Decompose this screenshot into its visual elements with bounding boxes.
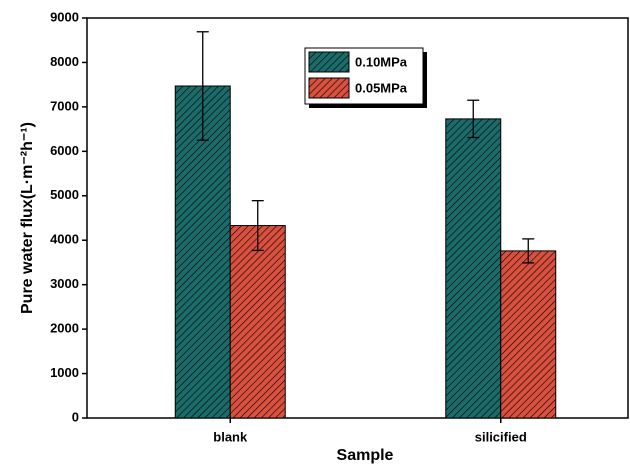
legend-label: 0.10MPa: [355, 54, 408, 69]
bar: [500, 250, 557, 419]
legend-swatch: [308, 51, 350, 73]
y-axis-label: Pure water flux(L·m⁻²h⁻¹): [19, 122, 36, 314]
y-tick-label: 4000: [50, 232, 79, 247]
y-tick-label: 0: [72, 409, 79, 424]
x-tick-label: silicified: [475, 429, 527, 444]
plot-frame: [86, 17, 629, 419]
y-tick-label: 1000: [50, 365, 79, 380]
legend-label: 0.05MPa: [355, 80, 408, 95]
y-tick-label: 9000: [50, 9, 79, 24]
error-bar: [467, 99, 480, 139]
y-tick-label: 7000: [50, 98, 79, 113]
error-bar: [251, 200, 264, 252]
x-tick-label: blank: [213, 429, 248, 444]
x-axis-label: Sample: [337, 447, 394, 464]
error-bar: [522, 238, 535, 264]
y-tick-label: 3000: [50, 276, 79, 291]
y-tick-label: 6000: [50, 143, 79, 158]
y-tick-label: 5000: [50, 187, 79, 202]
legend-swatch: [308, 77, 350, 99]
bar: [445, 118, 502, 419]
error-bar: [196, 31, 209, 141]
y-tick-label: 8000: [50, 54, 79, 69]
y-tick-label: 2000: [50, 321, 79, 336]
bar: [229, 225, 286, 419]
bar: [174, 85, 231, 419]
